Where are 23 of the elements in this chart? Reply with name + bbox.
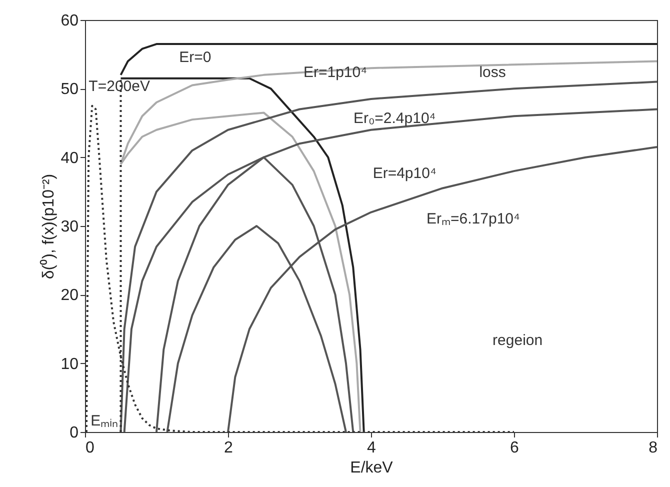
y-tick-label: 40: [60, 150, 79, 167]
annotation: loss: [479, 64, 506, 82]
x-tick-label: 0: [86, 440, 94, 456]
annotation: Erₘ=6.17p10⁴: [426, 210, 520, 228]
y-tick-label: 50: [60, 81, 79, 98]
annotation: Er=4p10⁴: [372, 165, 436, 182]
x-tick-label: 6: [510, 440, 520, 456]
annotation: regeion: [492, 332, 543, 349]
y-tick-label: 60: [60, 12, 79, 30]
y-tick-label: 10: [60, 356, 79, 373]
y-tick-label: 20: [60, 287, 79, 304]
y-tick-label: 30: [60, 218, 79, 236]
annotation: Eₘᵢₙ: [90, 412, 118, 430]
annotation: Er=1p10⁴: [303, 64, 368, 82]
x-tick-label: 8: [648, 440, 658, 456]
y-axis-title: δ(⁰), f(x)(p10⁻²): [40, 174, 58, 280]
annotation: T=200eV: [88, 78, 150, 95]
y-tick-label: 0: [70, 424, 79, 442]
x-tick-label: 4: [367, 440, 376, 456]
x-tick-label: 2: [224, 440, 234, 456]
annotation: Er=0: [179, 49, 212, 66]
annotation: Er₀=2.4p10⁴: [353, 110, 436, 128]
x-axis-title: E/keV: [350, 460, 394, 476]
